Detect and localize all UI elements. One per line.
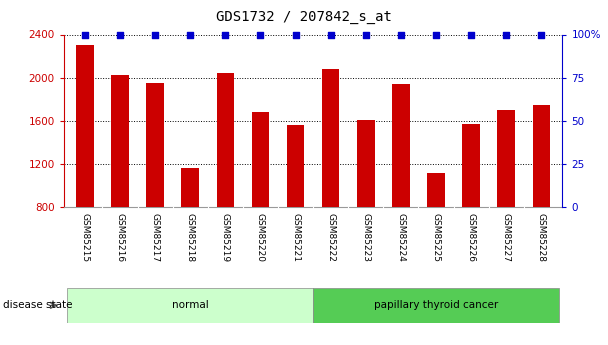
Point [115,32,125,37]
Text: GSM85221: GSM85221 [291,213,300,262]
Bar [216,73,234,207]
Point [431,32,441,37]
Bar [322,69,339,207]
Bar [313,288,559,323]
Bar [497,110,515,207]
Bar [147,83,164,207]
Point [326,32,336,37]
Bar [67,288,313,323]
Text: GSM85228: GSM85228 [537,213,546,262]
Text: GSM85217: GSM85217 [151,213,160,262]
Point [185,32,195,37]
Bar [287,125,305,207]
Point [466,32,476,37]
Bar [76,45,94,207]
Bar [357,120,375,207]
Point [80,32,90,37]
Bar [111,76,129,207]
Point [396,32,406,37]
Point [221,32,230,37]
Text: GSM85220: GSM85220 [256,213,265,262]
Point [255,32,265,37]
Bar [392,84,410,207]
Text: GSM85222: GSM85222 [326,213,335,262]
Text: GSM85216: GSM85216 [116,213,125,262]
Point [536,32,546,37]
Text: GSM85227: GSM85227 [502,213,511,262]
Text: normal: normal [172,300,209,310]
Bar [462,124,480,207]
Text: GSM85215: GSM85215 [80,213,89,262]
Text: GSM85225: GSM85225 [432,213,441,262]
Bar [252,112,269,207]
Text: GSM85224: GSM85224 [396,213,406,262]
Text: GSM85226: GSM85226 [466,213,475,262]
Text: GSM85223: GSM85223 [361,213,370,262]
Bar [427,172,445,207]
Text: papillary thyroid cancer: papillary thyroid cancer [374,300,498,310]
Text: GSM85218: GSM85218 [185,213,195,262]
Point [502,32,511,37]
Text: GSM85219: GSM85219 [221,213,230,262]
Bar [533,105,550,207]
Bar [181,168,199,207]
Point [291,32,300,37]
Text: GDS1732 / 207842_s_at: GDS1732 / 207842_s_at [216,10,392,24]
Point [361,32,371,37]
Point [150,32,160,37]
Text: disease state: disease state [3,300,72,310]
